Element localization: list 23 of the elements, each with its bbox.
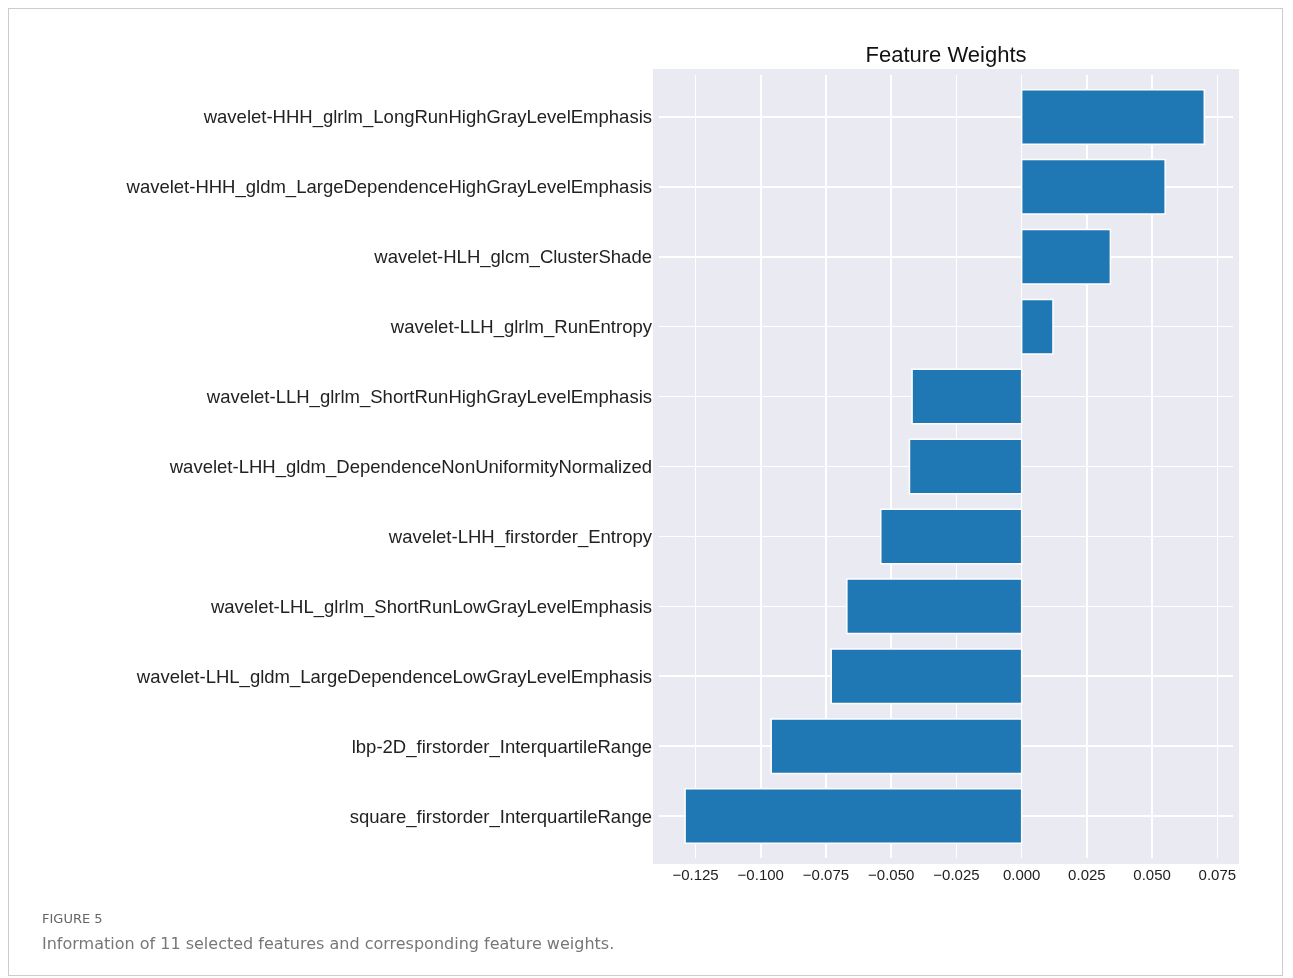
y-tick-label: wavelet-LHL_glrlm_ShortRunLowGrayLevelEmphasis xyxy=(209,595,652,618)
x-tick-label: −0.100 xyxy=(737,866,784,883)
y-tick-label: wavelet-LHH_gldm_DependenceNonUniformityNormalized xyxy=(168,455,652,478)
x-tick-label: −0.050 xyxy=(868,866,915,883)
x-tick-label: 0.025 xyxy=(1068,866,1106,883)
y-tick-label: wavelet-LLH_glrlm_RunEntropy xyxy=(389,316,653,339)
x-tick-label: 0.000 xyxy=(1002,866,1041,883)
x-tick-label: −0.075 xyxy=(802,866,850,883)
y-tick-label: wavelet-LHH_firstorder_Entropy xyxy=(387,525,653,548)
caption: FIGURE 5 xyxy=(42,911,103,926)
x-tick-label: −0.025 xyxy=(933,866,980,883)
x-tick-label: 0.075 xyxy=(1198,866,1237,883)
y-tick-label: wavelet-LHL_gldm_LargeDependenceLowGrayLevelEmphasis xyxy=(135,665,652,688)
y-tick-label: lbp-2D_firstorder_InterquartileRange xyxy=(351,735,652,758)
x-tick-label: 0.050 xyxy=(1133,866,1171,883)
text: Information of 11 selected features and corresponding feature weights. xyxy=(42,934,615,953)
y-tick-label: wavelet-HHH_gldm_LargeDependenceHighGrayLevelEmphasis xyxy=(125,176,652,199)
chart-title: Feature Weights xyxy=(865,41,1027,67)
y-tick-label: wavelet-HHH_glrlm_LongRunHighGrayLevelEmphasis xyxy=(202,106,652,129)
x-tick-label: −0.125 xyxy=(672,866,719,883)
y-tick-label: wavelet-LLH_glrlm_ShortRunHighGrayLevelEmphasis xyxy=(205,386,652,409)
y-tick-label: wavelet-HLH_glcm_ClusterShade xyxy=(373,246,652,269)
y-tick-label: square_firstorder_InterquartileRange xyxy=(349,805,652,828)
